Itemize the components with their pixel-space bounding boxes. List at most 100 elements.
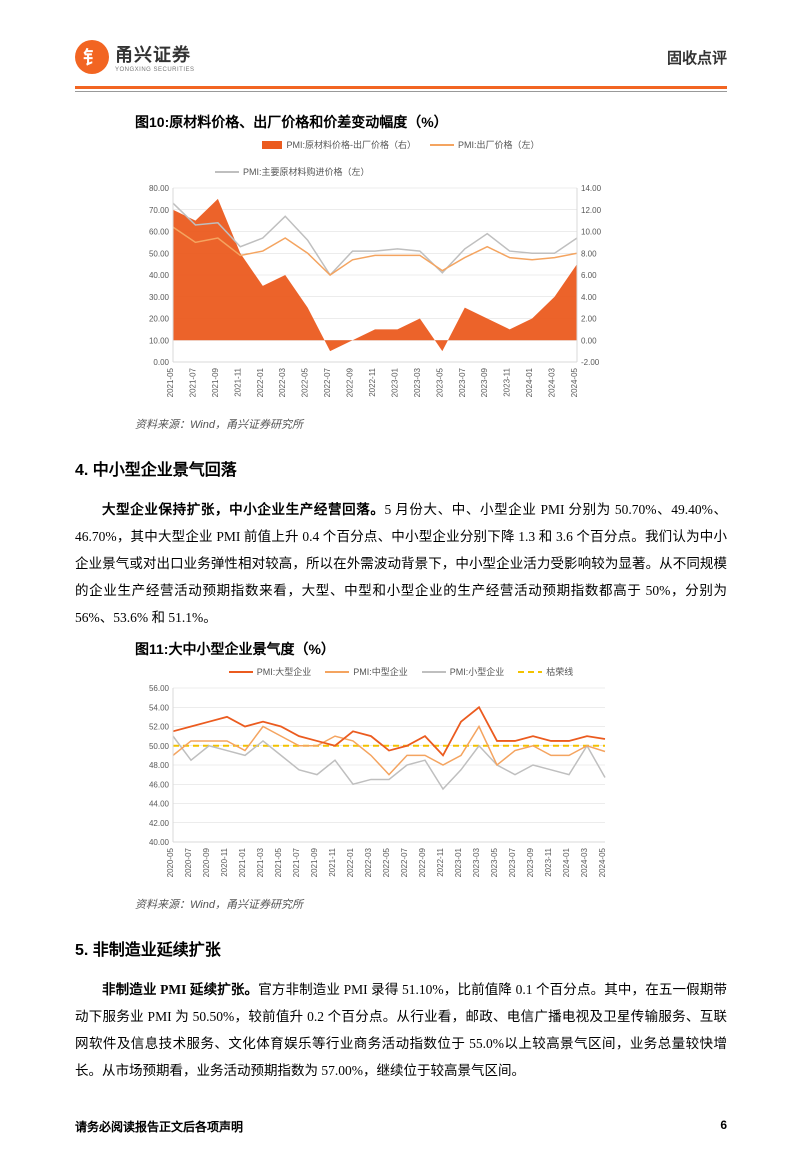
- svg-text:2020-07: 2020-07: [184, 847, 193, 877]
- svg-text:2021-05: 2021-05: [274, 847, 283, 877]
- svg-text:6.00: 6.00: [581, 271, 597, 280]
- svg-text:2024-01: 2024-01: [562, 847, 571, 877]
- header-divider-gray: [75, 91, 727, 92]
- legend-boom-label: 枯荣线: [546, 665, 573, 678]
- svg-text:2020-11: 2020-11: [220, 847, 229, 876]
- svg-text:20.00: 20.00: [149, 315, 170, 324]
- svg-text:2023-11: 2023-11: [503, 367, 512, 396]
- svg-text:50.00: 50.00: [149, 249, 170, 258]
- svg-text:2024-01: 2024-01: [525, 367, 534, 397]
- svg-text:56.00: 56.00: [149, 684, 170, 693]
- svg-text:54.00: 54.00: [149, 703, 170, 712]
- svg-text:14.00: 14.00: [581, 184, 602, 193]
- svg-text:2022-01: 2022-01: [346, 847, 355, 877]
- section5-heading: 5. 非制造业延续扩张: [75, 936, 727, 960]
- svg-text:12.00: 12.00: [581, 206, 602, 215]
- svg-text:10.00: 10.00: [581, 228, 602, 237]
- svg-text:-2.00: -2.00: [581, 358, 600, 367]
- legend-area-label: PMI:原材料价格-出厂价格（右）: [286, 138, 416, 151]
- figure11-legend: PMI:大型企业 PMI:中型企业 PMI:小型企业 枯荣线: [135, 665, 667, 678]
- section4-bold: 大型企业保持扩张，中小企业生产经营回落。: [102, 502, 385, 517]
- svg-text:2022-09: 2022-09: [418, 847, 427, 877]
- svg-text:30.00: 30.00: [149, 293, 170, 302]
- figure10-source: 资料来源：Wind，甬兴证券研究所: [135, 416, 727, 432]
- svg-text:2023-01: 2023-01: [454, 847, 463, 877]
- figure11-svg: 40.0042.0044.0046.0048.0050.0052.0054.00…: [135, 682, 615, 892]
- svg-text:2023-01: 2023-01: [390, 367, 399, 397]
- svg-text:2023-03: 2023-03: [472, 847, 481, 877]
- svg-text:48.00: 48.00: [149, 761, 170, 770]
- svg-text:0.00: 0.00: [581, 336, 597, 345]
- svg-text:70.00: 70.00: [149, 206, 170, 215]
- svg-text:2022-11: 2022-11: [368, 367, 377, 396]
- svg-text:0.00: 0.00: [153, 358, 169, 367]
- page-footer: 请务必阅读报告正文后各项声明 6: [0, 1108, 802, 1155]
- svg-text:2023-07: 2023-07: [508, 847, 517, 877]
- figure11-chart: PMI:大型企业 PMI:中型企业 PMI:小型企业 枯荣线 40.0042.0…: [135, 665, 667, 892]
- legend-large-label: PMI:大型企业: [257, 665, 312, 678]
- svg-text:2022-05: 2022-05: [382, 847, 391, 877]
- section4-paragraph: 大型企业保持扩张，中小企业生产经营回落。5 月份大、中、小型企业 PMI 分别为…: [75, 496, 727, 631]
- page-header: 钅 甬兴证券 YONGXING SECURITIES 固收点评: [75, 40, 727, 80]
- svg-text:2022-01: 2022-01: [256, 367, 265, 397]
- svg-text:2021-11: 2021-11: [233, 367, 242, 396]
- svg-text:2023-03: 2023-03: [413, 367, 422, 397]
- legend-line2-label: PMI:主要原材料购进价格（左）: [243, 165, 370, 178]
- svg-text:40.00: 40.00: [149, 838, 170, 847]
- figure11-title: 图11:大中小型企业景气度（%）: [135, 639, 727, 659]
- svg-text:2024-05: 2024-05: [570, 367, 579, 397]
- company-name-en: YONGXING SECURITIES: [115, 67, 195, 73]
- svg-text:46.00: 46.00: [149, 780, 170, 789]
- svg-text:2021-07: 2021-07: [292, 847, 301, 877]
- header-divider-orange: [75, 86, 727, 89]
- svg-text:2022-03: 2022-03: [364, 847, 373, 877]
- legend-small-label: PMI:小型企业: [450, 665, 505, 678]
- svg-text:2023-05: 2023-05: [490, 847, 499, 877]
- svg-text:2024-03: 2024-03: [580, 847, 589, 877]
- svg-text:2023-07: 2023-07: [458, 367, 467, 397]
- svg-text:44.00: 44.00: [149, 800, 170, 809]
- figure11-source: 资料来源：Wind，甬兴证券研究所: [135, 896, 727, 912]
- svg-text:2021-09: 2021-09: [310, 847, 319, 877]
- svg-text:2022-03: 2022-03: [278, 367, 287, 397]
- svg-text:2022-09: 2022-09: [346, 367, 355, 397]
- svg-text:4.00: 4.00: [581, 293, 597, 302]
- svg-text:2021-05: 2021-05: [166, 367, 175, 397]
- svg-text:2.00: 2.00: [581, 315, 597, 324]
- section5-bold: 非制造业 PMI 延续扩张。: [102, 982, 258, 997]
- svg-text:80.00: 80.00: [149, 184, 170, 193]
- section4-text: 5 月份大、中、小型企业 PMI 分别为 50.70%、49.40%、46.70…: [75, 502, 727, 625]
- svg-text:2024-03: 2024-03: [548, 367, 557, 397]
- document-type: 固收点评: [667, 47, 727, 68]
- svg-text:2022-11: 2022-11: [436, 847, 445, 876]
- svg-text:2022-05: 2022-05: [301, 367, 310, 397]
- svg-text:2023-09: 2023-09: [480, 367, 489, 397]
- svg-text:2021-11: 2021-11: [328, 847, 337, 876]
- section4-heading: 4. 中小型企业景气回落: [75, 456, 727, 480]
- logo-icon: 钅: [75, 40, 109, 74]
- svg-text:2020-05: 2020-05: [166, 847, 175, 877]
- company-logo: 钅 甬兴证券 YONGXING SECURITIES: [75, 40, 195, 74]
- figure10-legend: PMI:原材料价格-出厂价格（右） PMI:出厂价格（左） PMI:主要原材料购…: [135, 138, 667, 178]
- svg-text:50.00: 50.00: [149, 742, 170, 751]
- svg-text:40.00: 40.00: [149, 271, 170, 280]
- figure10-svg: 0.00 10.00 20.00 30.00 40.00 50.00 60.00 70.00 8…: [135, 182, 615, 412]
- svg-text:2021-03: 2021-03: [256, 847, 265, 877]
- svg-text:60.00: 60.00: [149, 228, 170, 237]
- svg-text:2021-09: 2021-09: [211, 367, 220, 397]
- svg-text:52.00: 52.00: [149, 723, 170, 732]
- svg-text:8.00: 8.00: [581, 249, 597, 258]
- svg-text:2020-09: 2020-09: [202, 847, 211, 877]
- figure10-chart: PMI:原材料价格-出厂价格（右） PMI:出厂价格（左） PMI:主要原材料购…: [135, 138, 667, 412]
- legend-medium-label: PMI:中型企业: [353, 665, 408, 678]
- svg-text:10.00: 10.00: [149, 336, 170, 345]
- section5-paragraph: 非制造业 PMI 延续扩张。官方非制造业 PMI 录得 51.10%，比前值降 …: [75, 976, 727, 1084]
- svg-text:2021-01: 2021-01: [238, 847, 247, 877]
- footer-disclaimer: 请务必阅读报告正文后各项声明: [75, 1118, 243, 1135]
- svg-text:2023-05: 2023-05: [435, 367, 444, 397]
- legend-line1-label: PMI:出厂价格（左）: [458, 138, 540, 151]
- figure10-title: 图10:原材料价格、出厂价格和价差变动幅度（%）: [135, 112, 727, 132]
- svg-text:2023-11: 2023-11: [544, 847, 553, 876]
- svg-text:2022-07: 2022-07: [400, 847, 409, 877]
- svg-text:2023-09: 2023-09: [526, 847, 535, 877]
